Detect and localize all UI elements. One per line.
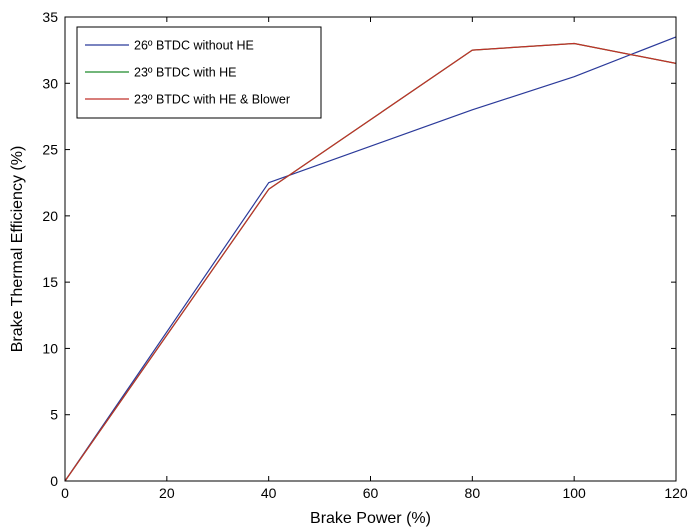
x-tick-label: 60	[363, 485, 379, 501]
x-tick-label: 20	[159, 485, 175, 501]
y-tick-label: 25	[42, 142, 58, 158]
x-tick-label: 100	[562, 485, 586, 501]
legend-entry-2: 23º BTDC with HE	[134, 66, 237, 80]
y-tick-label: 30	[42, 75, 58, 91]
y-tick-label: 5	[50, 407, 58, 423]
x-tick-label: 40	[261, 485, 277, 501]
series-line-3	[64, 42, 677, 482]
y-tick-label: 35	[42, 9, 58, 25]
y-tick-label: 0	[50, 473, 58, 489]
x-axis-label: Brake Power (%)	[310, 510, 431, 527]
legend-entry-3: 23º BTDC with HE & Blower	[134, 93, 290, 107]
ticks-layer: 0 20 40 60 80 100 120 0 5 10 15 20 25 30 35	[42, 9, 687, 501]
legend-entry-1: 26º BTDC without HE	[134, 39, 254, 53]
y-tick-label: 10	[42, 340, 58, 356]
x-tick-label: 120	[664, 485, 688, 501]
y-tick-label: 15	[42, 274, 58, 290]
series-line-1	[64, 36, 677, 482]
legend: 26º BTDC without HE 23º BTDC with HE 23º B…	[76, 26, 322, 119]
x-tick-label: 0	[61, 485, 69, 501]
y-axis-label: Brake Thermal Efficiency (%)	[9, 146, 26, 353]
series-layer	[64, 36, 677, 482]
y-tick-label: 20	[42, 208, 58, 224]
x-tick-label: 80	[465, 485, 481, 501]
